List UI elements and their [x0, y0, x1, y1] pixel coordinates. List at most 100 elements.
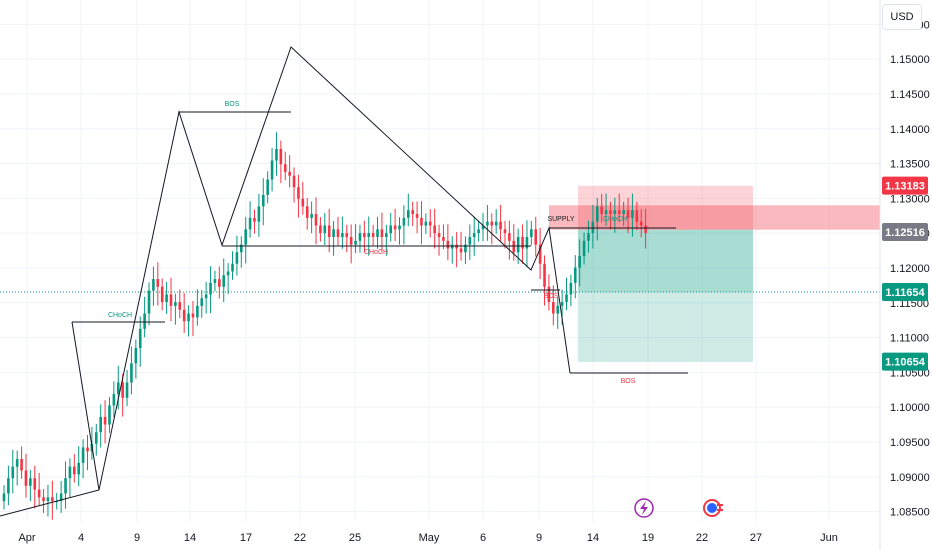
time-axis[interactable]: Apr 4 9 14 17 22 25 May 6 9 14 19 22 27 Jun: [18, 532, 837, 544]
zigzag-structure: [0, 46, 571, 517]
candle: [578, 239, 581, 287]
candle-body: [393, 225, 397, 230]
candle: [292, 167, 296, 203]
candle: [613, 197, 617, 233]
candle-body: [305, 206, 309, 218]
us-flag-event-icon[interactable]: [703, 499, 723, 517]
candle: [51, 480, 54, 520]
candle-body: [411, 210, 414, 215]
event-markers[interactable]: [634, 498, 723, 518]
candle-body: [319, 225, 322, 234]
candle-body: [218, 279, 221, 287]
candle: [644, 208, 647, 249]
candle: [112, 381, 116, 418]
x-tick-label: 22: [294, 532, 306, 544]
candle-body: [7, 478, 10, 494]
candle: [288, 155, 291, 188]
candle-body: [341, 233, 344, 237]
annotation-label: CHoCH: [364, 249, 388, 256]
candle-body: [503, 229, 507, 234]
candle-body: [174, 302, 177, 306]
candle: [152, 266, 155, 306]
candle: [591, 204, 595, 249]
candle-body: [46, 497, 50, 502]
x-tick-label: 6: [480, 532, 486, 544]
candlesticks: [2, 132, 647, 520]
candle: [200, 289, 204, 318]
candle: [187, 305, 190, 337]
candle-body: [11, 466, 15, 479]
candle-body: [64, 478, 67, 494]
annotation-label: BOS: [544, 293, 559, 300]
candle: [530, 220, 533, 246]
candle: [103, 400, 107, 444]
trade-zones: [0, 185, 880, 362]
candle: [125, 369, 129, 407]
candle: [270, 147, 274, 192]
candle-body: [402, 217, 406, 226]
candle-body: [415, 214, 419, 218]
supply-zone: [549, 205, 880, 230]
price-tag-bg: [882, 283, 928, 302]
candle-body: [508, 233, 511, 241]
candle: [15, 450, 19, 486]
candle-body: [196, 305, 199, 318]
candle: [319, 217, 322, 242]
candle: [2, 485, 6, 510]
candle-body: [94, 432, 98, 444]
candle: [143, 296, 146, 338]
candle: [213, 270, 217, 292]
candle-body: [547, 286, 551, 303]
candle-body: [99, 416, 102, 433]
candle: [582, 232, 586, 265]
candle: [46, 484, 50, 517]
candle-body: [222, 275, 226, 287]
currency-button[interactable]: USD: [882, 4, 922, 30]
price-axis[interactable]: 1.085001.090001.095001.100001.105001.110…: [879, 0, 930, 550]
candle: [7, 465, 10, 506]
candle-body: [345, 233, 349, 237]
candle-body: [15, 459, 19, 467]
candle: [99, 404, 102, 448]
candle: [420, 201, 423, 245]
candle: [525, 220, 529, 268]
candle: [595, 198, 599, 241]
candle-body: [130, 363, 133, 383]
candle-body: [622, 210, 625, 215]
candle-body: [231, 263, 234, 272]
candle: [323, 212, 327, 245]
x-tick-label: 9: [134, 532, 140, 544]
candle: [538, 227, 542, 280]
candle-body: [301, 198, 305, 207]
x-tick-label: 19: [642, 532, 654, 544]
candle-body: [226, 271, 230, 276]
candle-body: [613, 210, 617, 215]
price-tag-label: 1.11654: [885, 287, 925, 299]
candle-body: [490, 221, 494, 226]
candle-body: [363, 233, 366, 237]
candle: [587, 220, 590, 253]
price-tag-bg: [882, 352, 928, 371]
target-zone: [578, 229, 753, 362]
candle-body: [560, 302, 564, 306]
candle-body: [283, 164, 287, 172]
candle-body: [428, 221, 432, 226]
candle-body: [143, 313, 146, 329]
candle-body: [200, 298, 204, 306]
candle-body: [464, 244, 467, 253]
candle: [385, 224, 388, 256]
candle: [543, 255, 546, 306]
lightning-event-icon[interactable]: [634, 498, 654, 518]
candle: [218, 266, 221, 299]
y-tick-label: 1.14500: [890, 89, 930, 101]
candle: [130, 346, 133, 395]
candle: [222, 258, 226, 303]
candle: [508, 220, 511, 260]
candle: [411, 201, 414, 226]
candle-body: [160, 286, 164, 303]
candle: [481, 212, 485, 242]
candle-body: [376, 229, 379, 237]
candle-body: [389, 225, 393, 234]
candle-body: [112, 393, 116, 406]
